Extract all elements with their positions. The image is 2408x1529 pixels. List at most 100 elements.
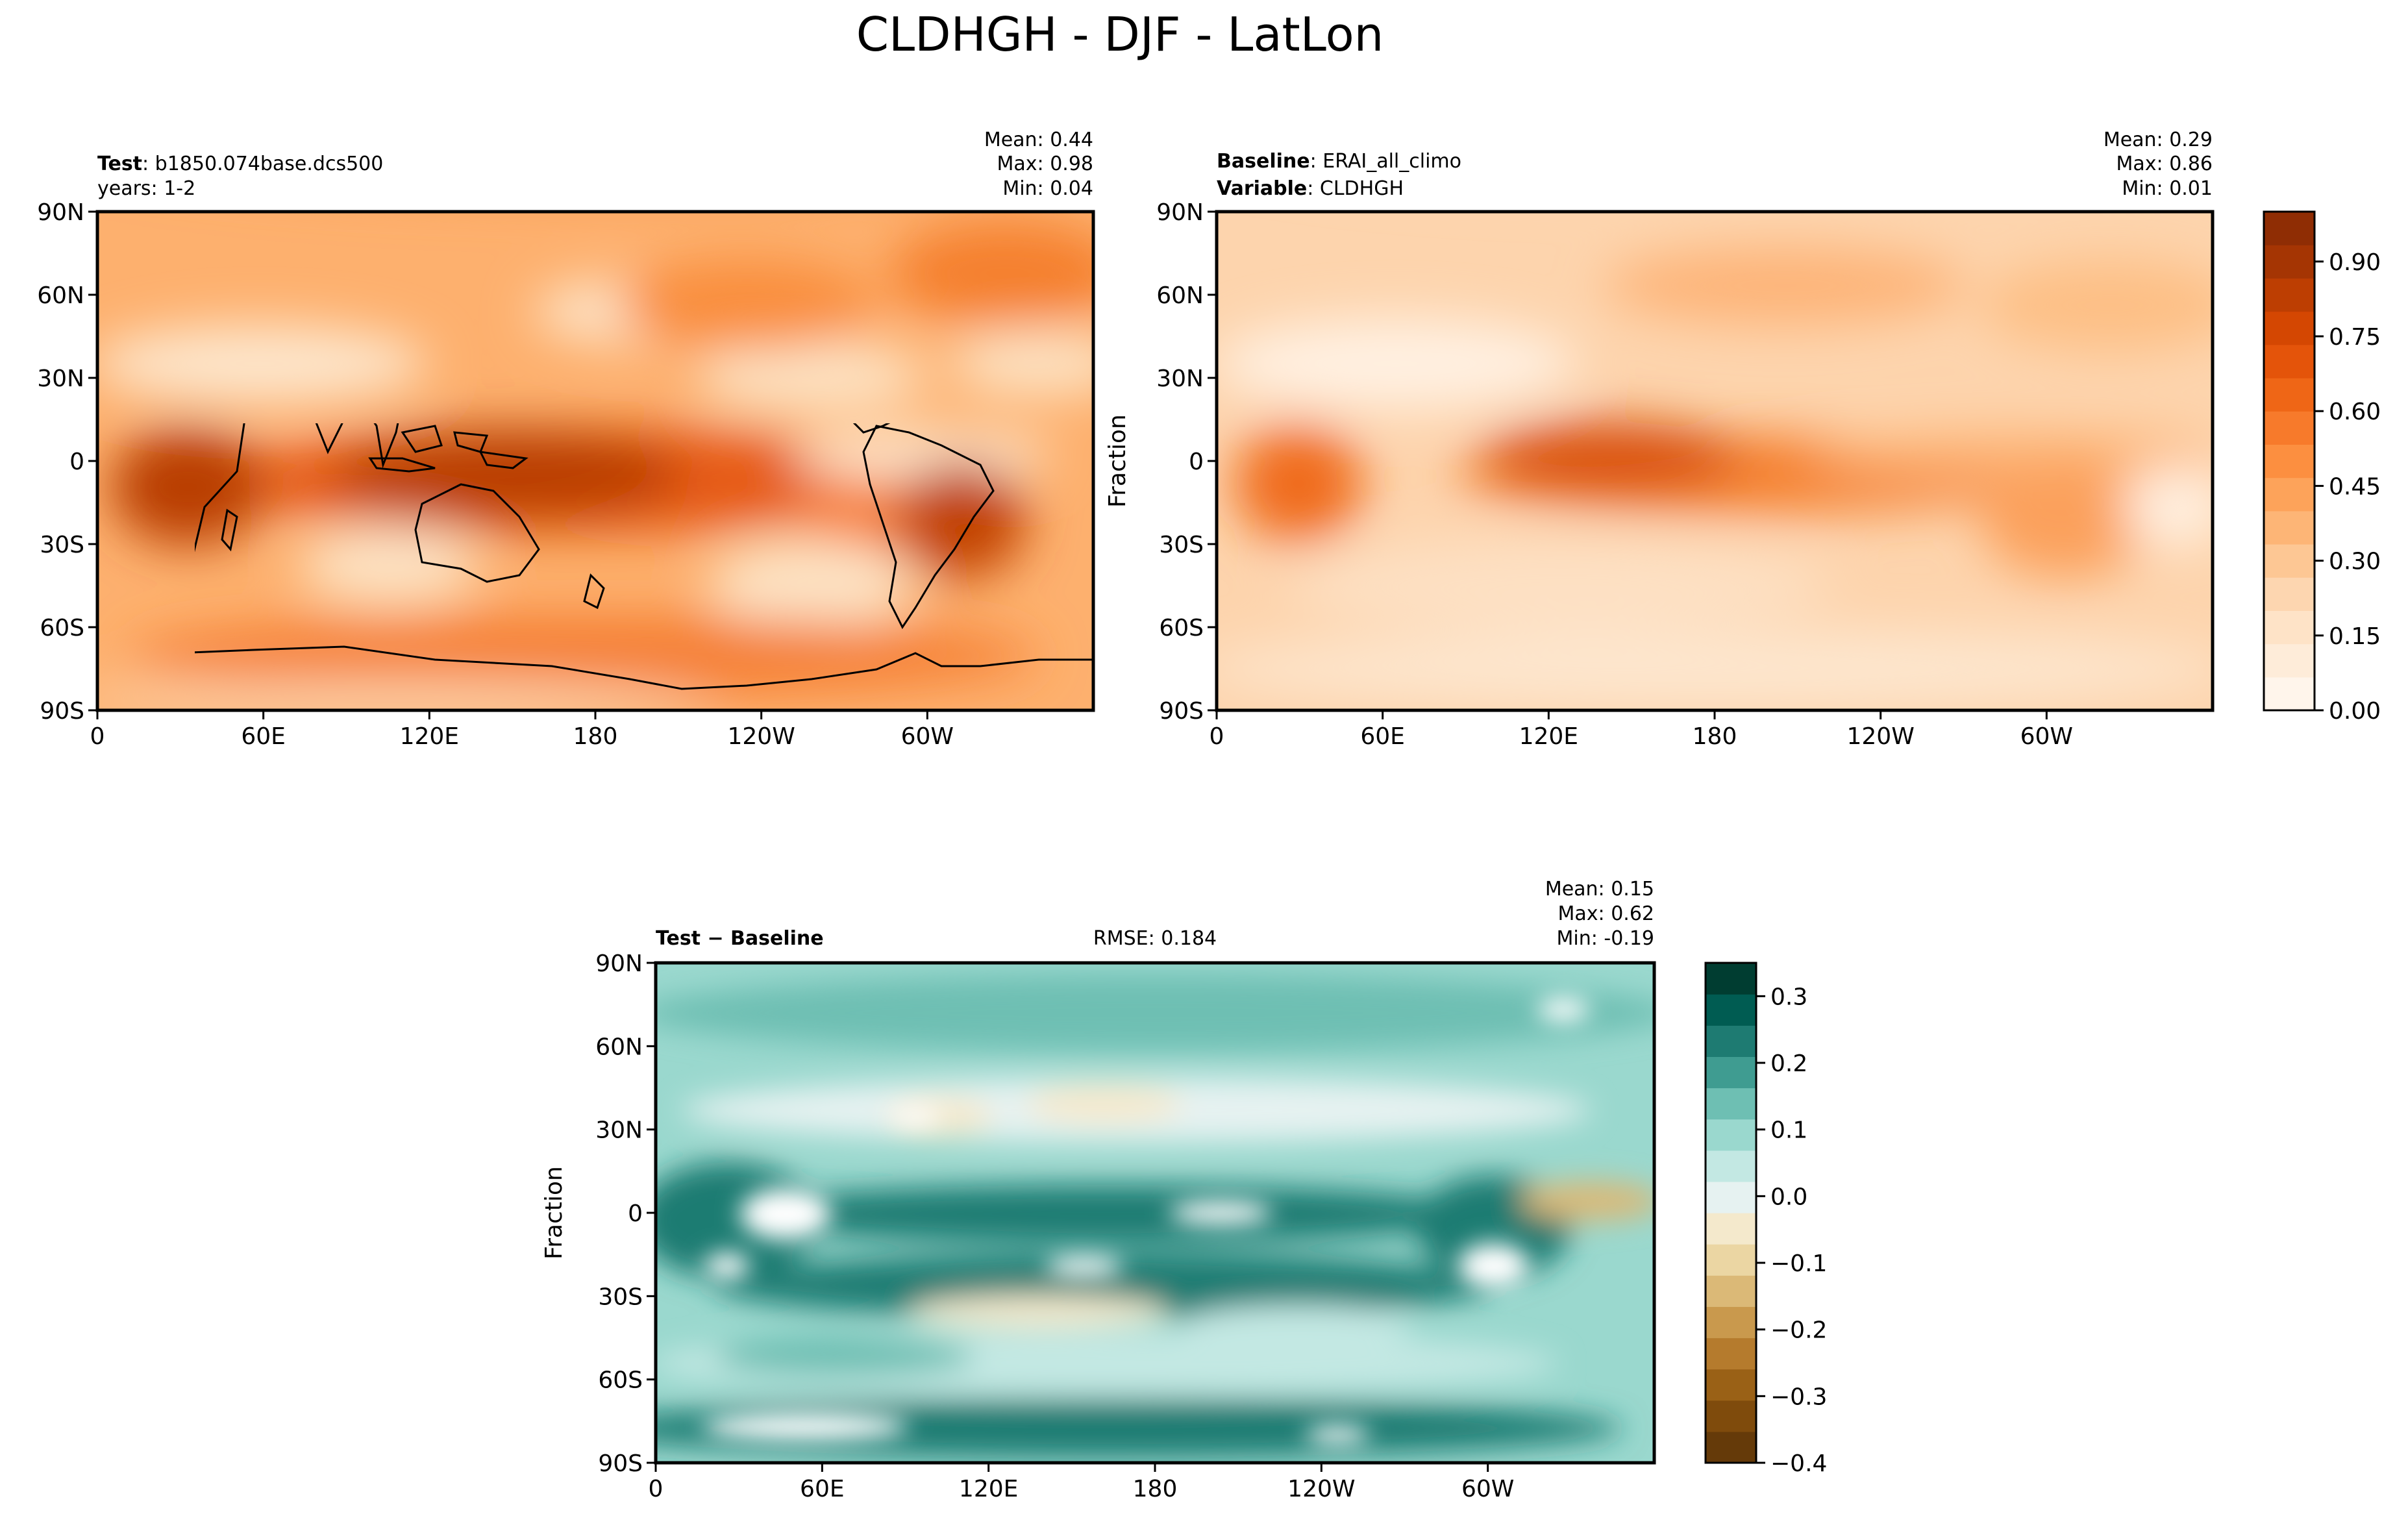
x-tick-label: 60W (2020, 723, 2073, 750)
colorbar-swatch (2264, 344, 2315, 379)
baseline-label-bold: Baseline (1217, 150, 1310, 173)
colorbar-tick-label: 0.90 (2329, 249, 2381, 276)
x-tick-label: 180 (573, 723, 618, 750)
diff-rmse: RMSE: 0.184 (1093, 927, 1217, 950)
y-tick-label: 30N (595, 1117, 643, 1144)
y-tick-label: 90S (1159, 698, 1204, 725)
colorbar-swatch (1706, 1400, 1756, 1432)
test-stat-max: Max: 0.98 (997, 153, 1093, 175)
panel-baseline: Baseline: ERAI_all_climo Variable: CLDHG… (1104, 129, 2215, 750)
x-tick-label: 60W (901, 723, 954, 750)
baseline-ylabel: Fraction (1104, 414, 1131, 508)
colorbar-swatch (2264, 577, 2315, 611)
x-tick-label: 0 (649, 1476, 664, 1502)
colorbar-swatch (2264, 378, 2315, 412)
y-tick-label: 60N (595, 1034, 643, 1060)
test-stat-mean: Mean: 0.44 (984, 129, 1093, 151)
colorbar-swatch (1706, 1181, 1756, 1213)
colorbar-swatch (1706, 1025, 1756, 1057)
test-x-axis: 0 60E 120E 180 120W 60W (90, 710, 954, 750)
baseline-label2-bold: Variable (1217, 177, 1307, 200)
colorbar-swatch (2264, 643, 2315, 678)
y-tick-label: 60S (1159, 615, 1204, 641)
colorbar-tick-label: 0.30 (2329, 549, 2381, 575)
colorbar-swatch (2264, 610, 2315, 645)
y-tick-label: 0 (628, 1200, 643, 1227)
diff-label: Test − Baseline (656, 927, 824, 950)
colorbar-swatch (1706, 994, 1756, 1026)
baseline-x-axis: 0 60E 120E 180 120W 60W (1210, 710, 2073, 750)
colorbar-swatch (2264, 677, 2315, 711)
baseline-label2-rest: : CLDHGH (1307, 177, 1404, 200)
colorbar-tick-label: 0.1 (1770, 1117, 1807, 1144)
panel-diff: Test − Baseline RMSE: 0.184 Mean: 0.15 M… (541, 878, 1656, 1502)
colorbar-swatch (2264, 278, 2315, 312)
colorbar-swatch (1706, 1431, 1756, 1463)
diff-x-axis: 0 60E 120E 180 120W 60W (649, 1463, 1514, 1502)
x-tick-label: 120W (1847, 723, 1915, 750)
test-label-bold: Test (97, 153, 142, 175)
colorbar-swatch (1706, 1244, 1756, 1276)
colorbar-swatch (1706, 1056, 1756, 1089)
y-tick-label: 90N (1156, 199, 1204, 226)
colorbar-tick-label: 0.2 (1770, 1050, 1807, 1077)
colorbar-frame (2263, 210, 2316, 712)
test-label-rest: : b1850.074base.dcs500 (142, 153, 383, 175)
x-tick-label: 60E (241, 723, 286, 750)
baseline-label: Baseline: ERAI_all_climo (1217, 150, 1461, 173)
colorbar-tick-label: 0.75 (2329, 324, 2381, 351)
baseline-stat-max: Max: 0.86 (2116, 153, 2213, 175)
x-tick-label: 180 (1693, 723, 1737, 750)
colorbar-tick-label: −0.4 (1770, 1450, 1827, 1477)
figure-title: CLDHGH - DJF - LatLon (856, 7, 1384, 62)
x-tick-label: 120E (400, 723, 459, 750)
y-tick-label: 60N (37, 282, 84, 309)
test-label2: years: 1-2 (97, 177, 195, 200)
colorbar-swatch (1706, 1337, 1756, 1370)
colorbar-tick-label: −0.2 (1770, 1317, 1827, 1344)
colorbar-swatch (1706, 1150, 1756, 1182)
y-tick-label: 30S (40, 532, 84, 558)
diff-y-axis: 90N 60N 30N 0 30S 60S 90S (595, 951, 656, 1477)
baseline-stat-min: Min: 0.01 (2122, 177, 2213, 200)
colorbar-swatch (2264, 212, 2315, 245)
y-tick-label: 30S (598, 1284, 643, 1310)
baseline-y-axis: 90N 60N 30N 0 30S 60S 90S (1156, 199, 1217, 725)
x-tick-label: 180 (1133, 1476, 1178, 1502)
diff-stat-max: Max: 0.62 (1558, 902, 1654, 925)
colorbar-swatch (1706, 1275, 1756, 1307)
x-tick-label: 120E (1519, 723, 1578, 750)
diff-stat-min: Min: -0.19 (1557, 927, 1655, 950)
diff-field (656, 963, 1654, 1463)
colorbar-swatch (2264, 311, 2315, 345)
colorbar-tick-label: −0.1 (1770, 1250, 1827, 1277)
colorbar-tick-label: 0.60 (2329, 399, 2381, 425)
x-tick-label: 60W (1461, 1476, 1514, 1502)
colorbar-tick-label: 0.0 (1770, 1184, 1807, 1210)
colorbar-tick-label: 0.00 (2329, 698, 2381, 725)
colorbar-frame (1704, 962, 1757, 1464)
colorbar-swatch (2264, 544, 2315, 578)
baseline-stat-mean: Mean: 0.29 (2104, 129, 2213, 151)
colorbar-swatch (2264, 245, 2315, 279)
colorbar-swatch (1706, 1306, 1756, 1339)
colorbar-swatch (2264, 477, 2315, 512)
y-tick-label: 60N (1156, 282, 1204, 309)
y-tick-label: 90S (40, 698, 84, 725)
colorbar-swatch (1706, 1213, 1756, 1245)
y-tick-label: 0 (1189, 449, 1204, 475)
test-field (97, 212, 1093, 710)
y-tick-label: 90S (598, 1450, 643, 1477)
baseline-label-rest: : ERAI_all_climo (1310, 150, 1461, 173)
y-tick-label: 30N (1156, 366, 1204, 392)
baseline-label2: Variable: CLDHGH (1217, 177, 1404, 200)
test-stat-min: Min: 0.04 (1002, 177, 1093, 200)
colorbar-tick-label: 0.3 (1770, 984, 1807, 1010)
y-tick-label: 30S (1159, 532, 1204, 558)
x-tick-label: 0 (90, 723, 105, 750)
diff-ylabel: Fraction (541, 1166, 567, 1260)
baseline-field (1217, 212, 2213, 710)
colorbar-tick-label: 0.45 (2329, 473, 2381, 500)
test-y-axis: 90N 60N 30N 0 30S 60S 90S (37, 199, 97, 725)
